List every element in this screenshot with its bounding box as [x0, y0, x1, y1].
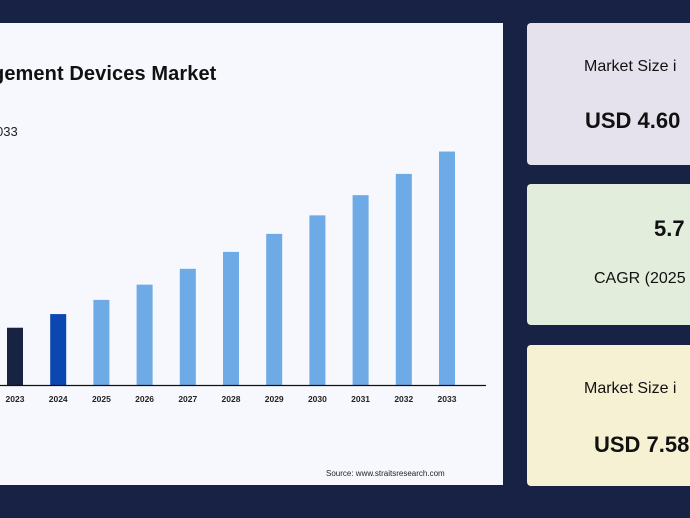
market-size-2024-card: Market Size i USD 4.60	[527, 23, 690, 165]
bar-2032	[395, 173, 412, 385]
x-tick-label: 2028	[222, 394, 241, 404]
x-tick-label: 2026	[135, 394, 154, 404]
card-value: USD 4.60	[585, 108, 681, 133]
x-tick-label: 2033	[438, 394, 457, 404]
bar-2026	[136, 284, 153, 385]
bar-2024	[50, 314, 67, 385]
bar-2031	[352, 195, 369, 385]
x-tick-label: 2027	[178, 394, 197, 404]
x-tick-label: 2023	[6, 394, 25, 404]
chart-subtitle: 033	[0, 124, 18, 139]
card-label: Market Size i	[584, 58, 677, 75]
bar-2027	[179, 268, 196, 385]
bar-2033	[439, 151, 455, 385]
bar-chart: 2023 2024 2025 2026 2027 2028 2029 2030 2031 2032…	[0, 151, 486, 404]
bar-2029	[266, 233, 283, 385]
x-tick-label: 2024	[49, 394, 68, 404]
chart-panel: gement Devices Market 033 20232024202520…	[0, 23, 503, 485]
bar-2023	[7, 327, 23, 385]
card-label: Market Size i	[584, 380, 677, 397]
chart-source: Source: www.straitsresearch.com	[326, 469, 445, 478]
x-tick-label: 2030	[308, 394, 327, 404]
x-tick-label: 2031	[351, 394, 370, 404]
card-value: USD 7.58	[594, 432, 690, 457]
chart-title: gement Devices Market	[0, 63, 217, 85]
card-label: CAGR (2025	[594, 270, 686, 287]
card-value: 5.7	[654, 216, 685, 241]
cagr-card: 5.7 CAGR (2025	[527, 184, 690, 325]
bar-2025	[93, 299, 110, 385]
x-tick-label: 2032	[394, 394, 413, 404]
x-tick-label: 2025	[92, 394, 111, 404]
bar-2030	[309, 215, 326, 385]
bar-2028	[223, 251, 239, 385]
x-tick-label: 2029	[265, 394, 284, 404]
market-size-2033-card: Market Size i USD 7.58	[527, 345, 690, 486]
